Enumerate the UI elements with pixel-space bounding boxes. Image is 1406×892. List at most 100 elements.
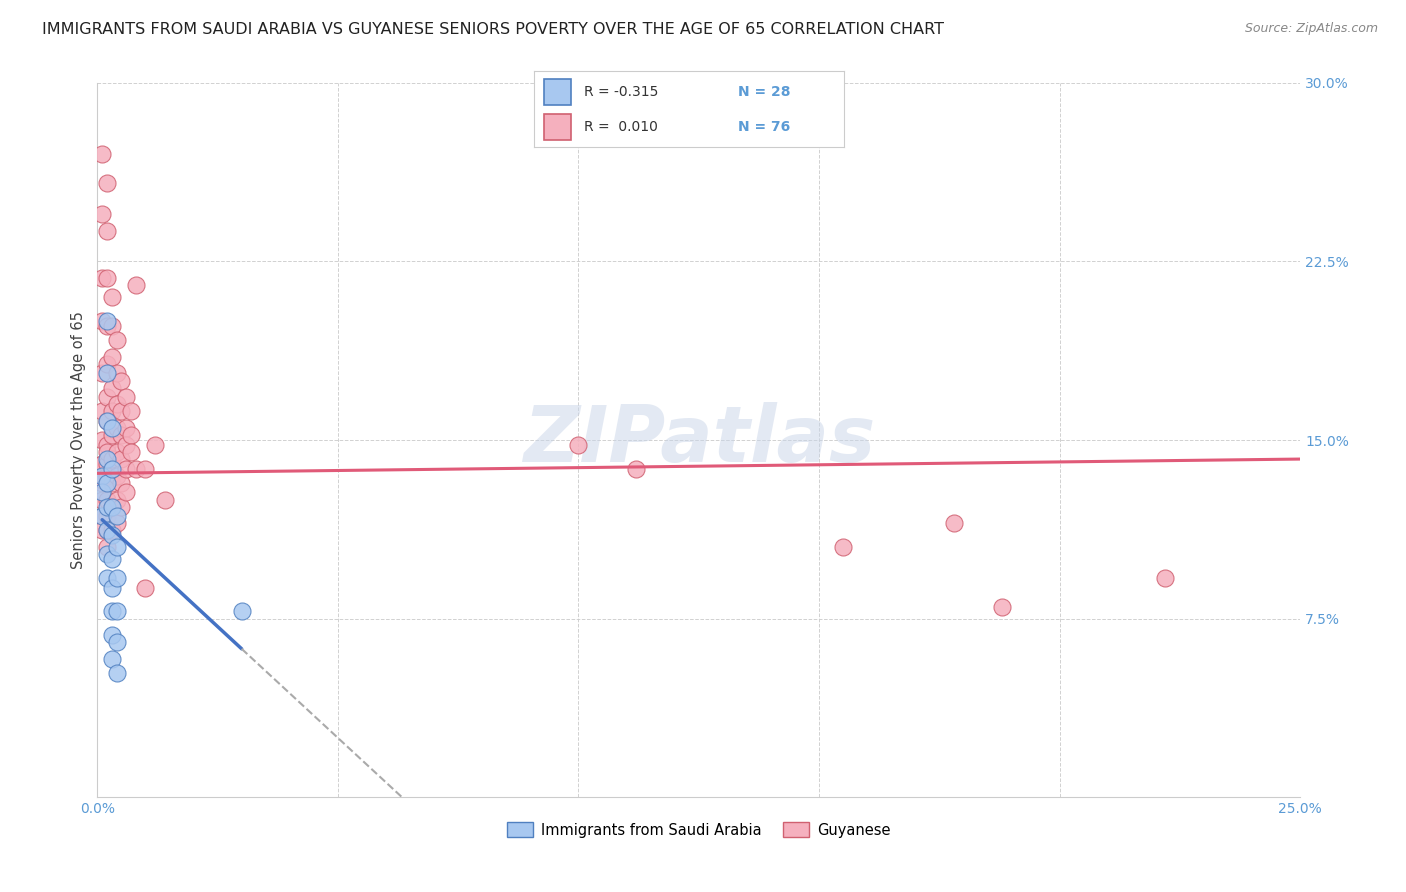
FancyBboxPatch shape [544, 114, 571, 140]
Point [105, 604, 128, 618]
Point [110, 452, 132, 467]
Point [101, 350, 124, 364]
Point [96, 475, 118, 490]
Point [105, 397, 128, 411]
Point [96, 457, 118, 471]
Point [96, 500, 118, 514]
Point [91, 492, 114, 507]
Point [91, 367, 114, 381]
Point [91, 314, 114, 328]
Point [105, 571, 128, 585]
Point [91, 433, 114, 447]
Point [91, 404, 114, 418]
Point [96, 468, 118, 483]
Point [101, 528, 124, 542]
Point [105, 509, 128, 524]
Legend: Immigrants from Saudi Arabia, Guyanese: Immigrants from Saudi Arabia, Guyanese [502, 816, 896, 843]
Point [96, 547, 118, 561]
FancyBboxPatch shape [544, 79, 571, 104]
Point [105, 666, 128, 681]
Point [96, 445, 118, 459]
Point [105, 492, 128, 507]
Text: R = -0.315: R = -0.315 [583, 85, 658, 99]
Point [105, 445, 128, 459]
Point [942, 516, 965, 531]
Point [110, 475, 132, 490]
Point [96, 414, 118, 428]
Point [96, 176, 118, 190]
Y-axis label: Seniors Poverty Over the Age of 65: Seniors Poverty Over the Age of 65 [72, 311, 86, 569]
Point [96, 223, 118, 237]
Point [991, 599, 1014, 614]
Point [96, 509, 118, 524]
Point [110, 374, 132, 388]
Point [91, 509, 114, 524]
Point [134, 581, 156, 595]
Point [101, 500, 124, 514]
Point [105, 635, 128, 649]
Point [91, 475, 114, 490]
Point [567, 438, 589, 452]
Point [231, 604, 253, 618]
Point [91, 207, 114, 221]
Point [96, 271, 118, 285]
Point [101, 500, 124, 514]
Point [91, 468, 114, 483]
Text: ZIPatlas: ZIPatlas [523, 402, 875, 478]
Point [105, 516, 128, 531]
Point [96, 357, 118, 371]
Point [91, 271, 114, 285]
Point [96, 438, 118, 452]
Point [120, 404, 142, 418]
Text: Source: ZipAtlas.com: Source: ZipAtlas.com [1244, 22, 1378, 36]
Point [101, 552, 124, 566]
Point [101, 318, 124, 333]
Point [115, 461, 138, 475]
Point [96, 318, 118, 333]
Point [101, 628, 124, 642]
Point [96, 524, 118, 538]
Point [101, 428, 124, 442]
Text: R =  0.010: R = 0.010 [583, 120, 658, 134]
Point [105, 468, 128, 483]
Point [832, 540, 855, 554]
Point [91, 457, 114, 471]
Point [134, 461, 156, 475]
Point [96, 367, 118, 381]
Point [91, 474, 114, 488]
Point [624, 461, 647, 475]
Point [101, 581, 124, 595]
Point [91, 524, 114, 538]
Point [96, 492, 118, 507]
Point [96, 314, 118, 328]
Point [101, 461, 124, 475]
Point [96, 390, 118, 404]
Point [115, 485, 138, 500]
Point [101, 475, 124, 490]
Point [96, 540, 118, 554]
Point [143, 438, 166, 452]
Point [101, 652, 124, 666]
Point [110, 428, 132, 442]
Point [125, 461, 148, 475]
Point [115, 421, 138, 435]
Point [101, 604, 124, 618]
Point [96, 571, 118, 585]
Point [115, 390, 138, 404]
Point [101, 290, 124, 304]
Point [91, 509, 114, 524]
Point [105, 540, 128, 554]
Point [101, 421, 124, 435]
Point [96, 452, 118, 467]
Point [153, 492, 176, 507]
Point [1154, 571, 1177, 585]
Point [105, 367, 128, 381]
Point [125, 278, 148, 293]
Point [101, 452, 124, 467]
Point [91, 457, 114, 471]
Point [96, 475, 118, 490]
Point [91, 147, 114, 161]
Point [110, 404, 132, 418]
Point [105, 421, 128, 435]
Point [96, 524, 118, 538]
